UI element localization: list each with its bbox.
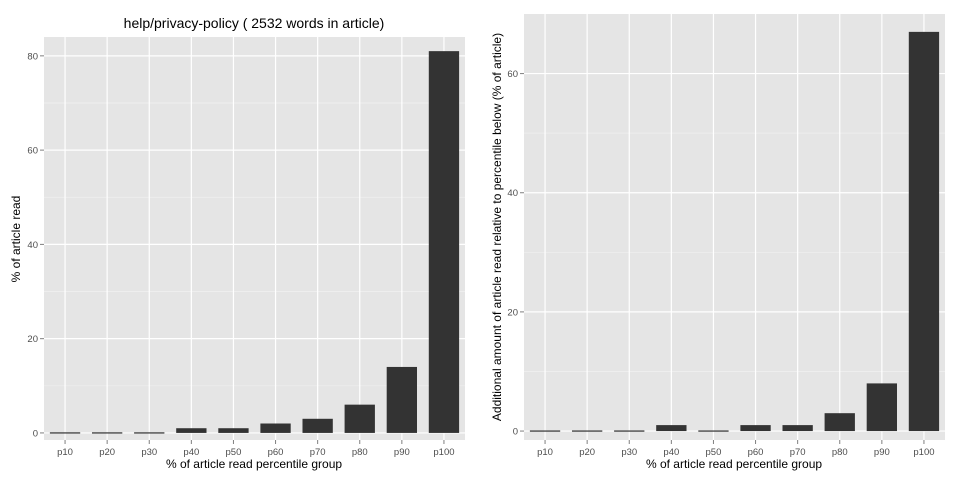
bar-p40 <box>656 425 687 432</box>
x-axis-ticks: p10 p20 p30 p40 p50 p60 p70 p80 p90 p100 <box>57 440 455 458</box>
y-tick-label: 20 <box>507 307 518 318</box>
y-tick-label: 60 <box>27 146 38 157</box>
bar-p80 <box>344 404 375 433</box>
x-tick-label: p40 <box>663 447 679 458</box>
x-tick-label: p60 <box>748 447 764 458</box>
bar-p20 <box>91 432 123 434</box>
y-tick-label: 60 <box>507 69 518 80</box>
y-tick-label: 40 <box>27 240 38 251</box>
bar-p30 <box>134 432 165 434</box>
y-tick-label: 80 <box>27 51 38 62</box>
x-tick-label: p10 <box>57 447 73 458</box>
bar-p40 <box>176 428 207 433</box>
x-axis-ticks: p10 p20 p30 p40 p50 p60 p70 p80 p90 p100 <box>537 440 935 458</box>
x-tick-label: p80 <box>832 447 848 458</box>
bar-p90 <box>866 383 898 432</box>
x-tick-label: p20 <box>579 447 595 458</box>
chart-title: help/privacy-policy ( 2532 words in arti… <box>124 15 385 31</box>
x-tick-label: p70 <box>310 447 326 458</box>
plot-panel <box>524 14 945 440</box>
bar-p50 <box>218 428 249 433</box>
bar-p50 <box>698 430 729 432</box>
bar-p10 <box>529 430 561 432</box>
bar-p70 <box>782 425 813 432</box>
x-tick-label: p20 <box>99 447 115 458</box>
x-tick-label: p90 <box>394 447 410 458</box>
x-tick-label: p100 <box>433 447 454 458</box>
y-tick-label: 20 <box>27 334 38 345</box>
bar-p60 <box>740 425 771 432</box>
y-axis-title: % of article read <box>9 196 23 283</box>
bars <box>529 31 940 432</box>
bar-p100 <box>908 31 940 432</box>
bar-p20 <box>571 430 603 432</box>
chart-left: help/privacy-policy ( 2532 words in arti… <box>9 15 465 471</box>
bar-p80 <box>824 413 855 432</box>
x-tick-label: p90 <box>874 447 890 458</box>
y-axis-ticks: 0 20 40 60 <box>507 69 524 438</box>
bar-p10 <box>49 432 81 434</box>
bar-p30 <box>614 430 645 432</box>
y-tick-label: 40 <box>507 188 518 199</box>
bar-p90 <box>386 366 418 433</box>
bar-p70 <box>302 418 333 433</box>
x-tick-label: p70 <box>790 447 806 458</box>
x-tick-label: p30 <box>141 447 157 458</box>
bars <box>49 51 460 434</box>
x-axis-title: % of article read percentile group <box>166 457 342 471</box>
x-tick-label: p100 <box>913 447 934 458</box>
x-tick-label: p80 <box>352 447 368 458</box>
x-tick-label: p50 <box>706 447 722 458</box>
x-axis-title: % of article read percentile group <box>646 457 822 471</box>
x-tick-label: p60 <box>268 447 284 458</box>
x-tick-label: p10 <box>537 447 553 458</box>
y-axis-title: Additional amount of article read relati… <box>490 33 504 421</box>
x-tick-label: p50 <box>226 447 242 458</box>
y-tick-label: 0 <box>33 428 38 439</box>
x-tick-label: p40 <box>183 447 199 458</box>
bar-p100 <box>428 51 460 433</box>
y-axis-ticks: 0 20 40 60 80 <box>27 51 44 439</box>
x-tick-label: p30 <box>621 447 637 458</box>
bar-p60 <box>260 423 291 433</box>
y-tick-label: 0 <box>513 427 518 438</box>
